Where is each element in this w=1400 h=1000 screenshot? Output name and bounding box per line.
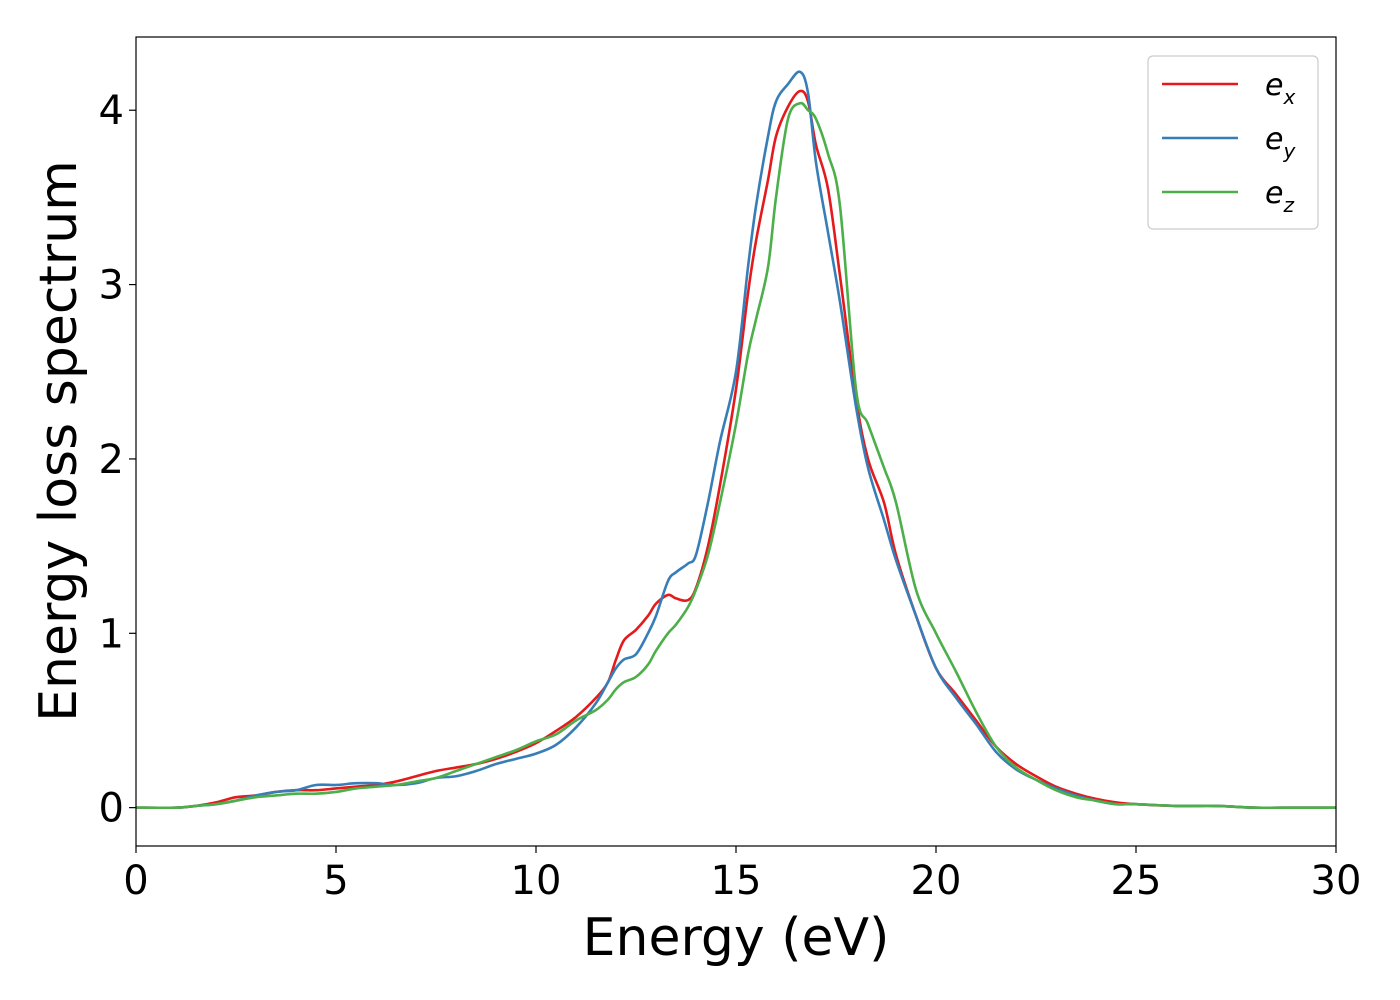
legend-label-z: ez: [1265, 176, 1294, 217]
y-tick-label: 0: [99, 786, 124, 832]
x-axis-title: Energy (eV): [583, 908, 890, 968]
x-tick-label: 0: [123, 858, 148, 904]
y-axis-title: Energy loss spectrum: [29, 160, 89, 722]
y-tick-label: 4: [99, 88, 124, 134]
series-line-y: [136, 70, 1336, 810]
y-tick-label: 3: [99, 263, 124, 309]
legend: ex ey ez: [1147, 55, 1319, 230]
y-tick-label: 1: [99, 611, 124, 657]
y-axis-ticks: 0 1 2 3 4: [99, 88, 136, 832]
x-tick-label: 5: [323, 858, 348, 904]
y-tick-label: 2: [99, 437, 124, 483]
x-tick-label: 30: [1311, 858, 1362, 904]
legend-label-x: ex: [1265, 68, 1295, 109]
x-tick-label: 10: [511, 858, 562, 904]
series-lines: [136, 70, 1336, 810]
series-line-z: [136, 101, 1336, 810]
x-tick-label: 15: [711, 858, 762, 904]
legend-box: [1147, 55, 1319, 230]
plot-area: [136, 37, 1336, 846]
x-tick-label: 20: [911, 858, 962, 904]
series-line-x: [136, 89, 1336, 810]
x-axis-ticks: 0 5 10 15 20 25 30: [123, 846, 1361, 904]
legend-label-y: ey: [1265, 122, 1296, 163]
x-tick-label: 25: [1111, 858, 1162, 904]
